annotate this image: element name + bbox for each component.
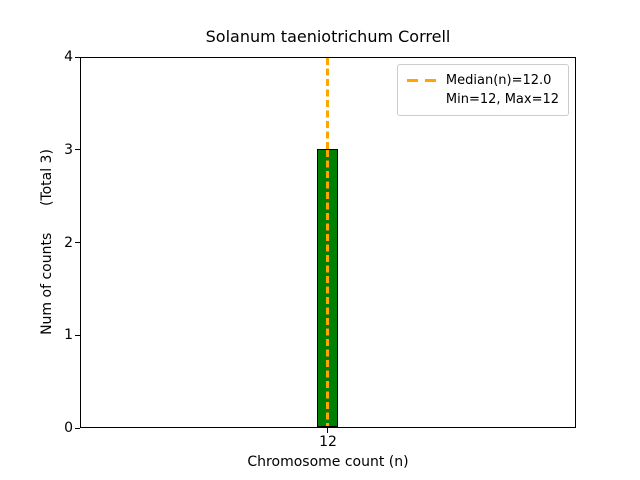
y-tick-label: 1	[64, 327, 73, 344]
x-tick-label: 12	[319, 434, 337, 450]
plot-area: Median(n)=12.0 Min=12, Max=12	[80, 57, 576, 428]
legend-row-median: Median(n)=12.0	[406, 71, 559, 90]
x-axis-label: Chromosome count (n)	[247, 454, 409, 470]
legend: Median(n)=12.0 Min=12, Max=12	[396, 64, 569, 116]
dashed-line-swatch-icon	[406, 79, 436, 82]
y-tick-mark	[75, 56, 80, 58]
y-tick-mark	[75, 427, 80, 429]
y-tick-mark	[75, 149, 80, 151]
bar-chromosome-12	[317, 148, 338, 427]
y-tick-label: 2	[64, 234, 73, 251]
legend-row-minmax: Min=12, Max=12	[407, 90, 559, 109]
y-tick-mark	[75, 334, 80, 336]
y-tick-mark	[75, 242, 80, 243]
legend-minmax-label: Min=12, Max=12	[445, 92, 559, 107]
chart-title: Solanum taeniotrichum Correll	[205, 27, 451, 46]
y-tick-label: 4	[64, 49, 73, 65]
legend-median-label: Median(n)=12.0	[445, 73, 552, 88]
x-tick-mark	[327, 428, 328, 433]
legend-indent-spacer	[407, 98, 436, 101]
y-tick-label: 3	[64, 141, 73, 158]
median-line-over-bar	[326, 149, 329, 426]
y-tick-label: 0	[64, 420, 73, 436]
